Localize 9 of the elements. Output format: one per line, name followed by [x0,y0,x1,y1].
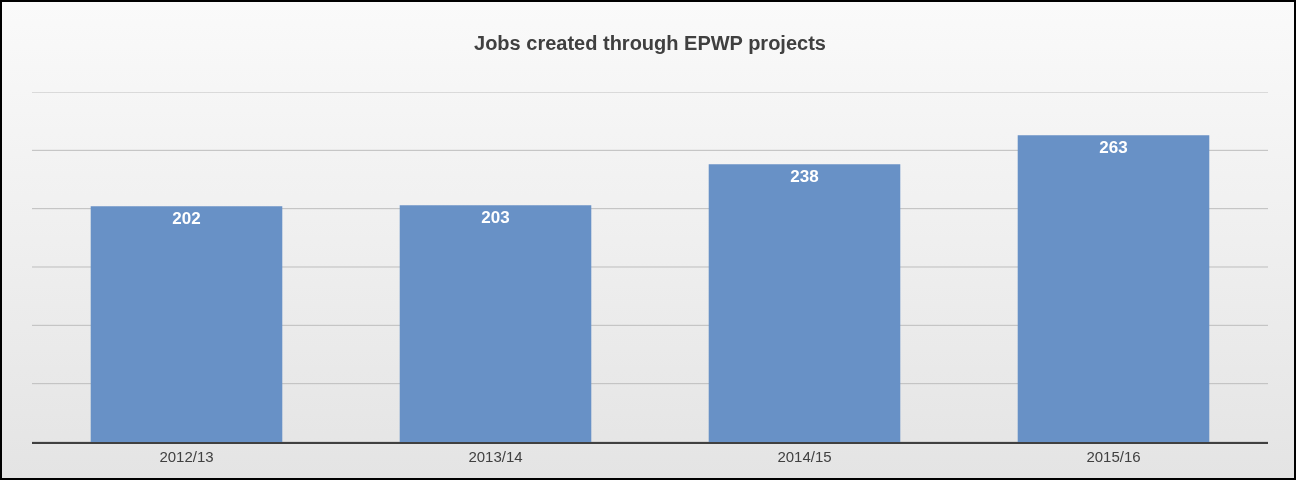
data-label: 238 [790,167,819,187]
x-tick-label: 2012/13 [159,448,214,465]
x-tick-label: 2014/15 [777,448,832,465]
data-label: 203 [481,208,510,228]
x-tick-label: 2015/16 [1086,448,1141,465]
x-tick-label: 2013/14 [468,448,523,465]
data-label: 263 [1099,138,1128,158]
chart-title: Jobs created through EPWP projects [474,31,826,54]
data-label: 202 [172,209,201,229]
